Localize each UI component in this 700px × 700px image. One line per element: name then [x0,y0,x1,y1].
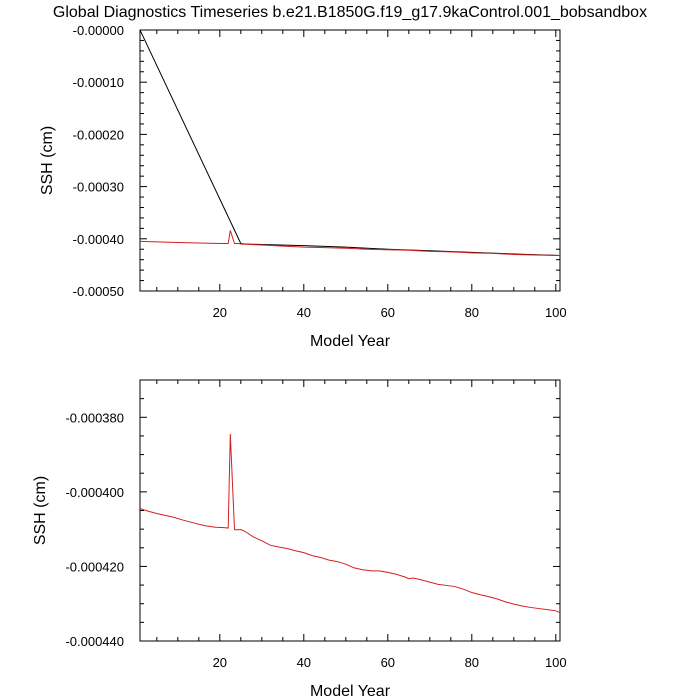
chart-bottom: 20 40 60 80 100 -0.000380 -0.000400 -0.000420 -0… [32,379,567,700]
series-line-2 [140,230,560,256]
x-axis-label: Model Year [310,683,391,700]
y-tick-label: -0.00010 [73,75,124,90]
y-tick-label: -0.00030 [73,180,124,195]
figure-title: Global Diagnostics Timeseries b.e21.B185… [53,4,647,21]
x-tick-label: 60 [381,305,395,320]
x-tick-label: 80 [465,305,479,320]
y-tick-label: -0.00050 [73,284,124,299]
y-tick-label: -0.000380 [65,410,124,425]
x-tick-label: 40 [297,655,311,670]
y-tick-label: -0.000440 [65,634,124,649]
series-group [140,434,560,614]
y-tick-label: -0.00040 [73,232,124,247]
y-tick-label: -0.00000 [73,23,124,38]
y-axis-label: SSH (cm) [39,126,56,195]
y-tick-label: -0.000420 [65,559,124,574]
x-tick-label: 60 [381,655,395,670]
y-axis-label: SSH (cm) [32,476,49,545]
x-tick-label: 80 [465,655,479,670]
plot-frame [139,29,561,292]
x-tick-label: 20 [213,305,227,320]
chart-top: 20 40 60 80 100 -0.00000 -0.00010 -0.00020 -0.00… [39,23,567,350]
y-tick-label: -0.000400 [65,485,124,500]
series-group [140,30,560,256]
series-line-1 [140,30,560,256]
x-tick-label: 40 [297,305,311,320]
x-tick-label: 100 [545,655,567,670]
x-tick-label: 20 [213,655,227,670]
y-tick-label: -0.00020 [73,127,124,142]
series-line-1 [140,434,560,614]
plot-frame [139,379,561,642]
x-tick-label: 100 [545,305,567,320]
x-axis-label: Model Year [310,333,391,350]
